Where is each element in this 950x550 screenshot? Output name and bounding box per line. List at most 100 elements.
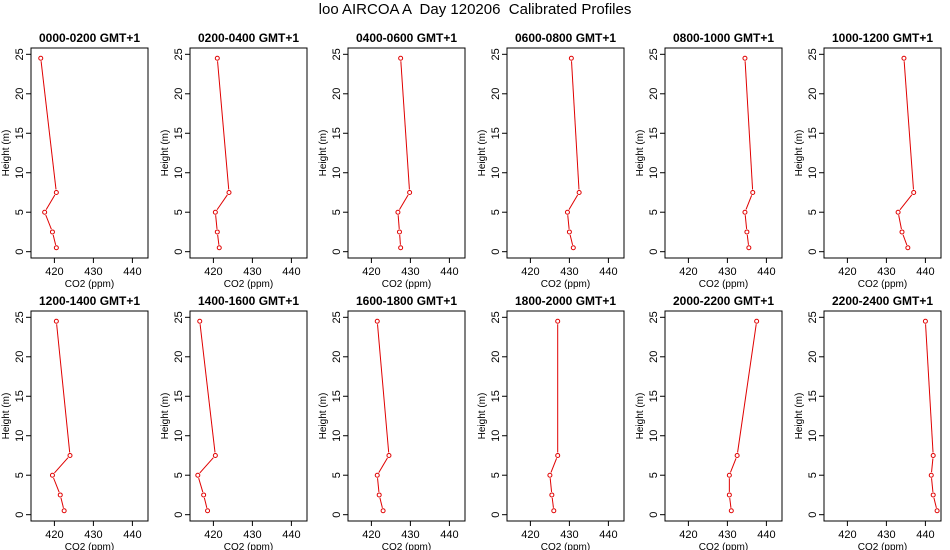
data-point bbox=[899, 229, 905, 235]
x-tick-label: 420 bbox=[679, 529, 697, 541]
profile-line-segment bbox=[399, 234, 401, 245]
profile-panel-10: 1800-2000 GMT+1 420 430 440 0 5 10 15 20 25 CO2 (p… bbox=[477, 294, 625, 550]
data-point bbox=[67, 452, 73, 458]
plot-frame bbox=[823, 310, 942, 522]
data-point bbox=[750, 189, 756, 195]
data-point bbox=[547, 472, 553, 478]
profile-line-segment bbox=[737, 324, 757, 453]
profile-line-segment bbox=[902, 234, 908, 246]
x-tick-label: 430 bbox=[877, 266, 895, 278]
y-tick-label: 15 bbox=[807, 127, 819, 139]
y-tick-label: 25 bbox=[331, 311, 343, 323]
x-tick-label: 420 bbox=[521, 529, 539, 541]
y-axis-label: Height (m) bbox=[477, 130, 488, 177]
data-point bbox=[576, 189, 582, 195]
profile-line-segment bbox=[571, 61, 580, 190]
y-tick-label: 10 bbox=[807, 167, 819, 179]
profile-line-segment bbox=[931, 478, 934, 493]
data-point bbox=[566, 229, 572, 235]
y-tick-label: 10 bbox=[173, 430, 185, 442]
panel-title: 0400-0600 GMT+1 bbox=[356, 31, 457, 45]
y-tick-label: 5 bbox=[14, 209, 26, 215]
panel-title: 0000-0200 GMT+1 bbox=[39, 31, 140, 45]
x-tick-label: 420 bbox=[45, 266, 63, 278]
data-point bbox=[386, 452, 392, 458]
y-tick-label: 10 bbox=[331, 167, 343, 179]
x-tick-label: 430 bbox=[718, 529, 736, 541]
y-tick-label: 0 bbox=[648, 512, 660, 518]
data-point bbox=[744, 229, 750, 235]
profile-line-segment bbox=[45, 194, 56, 210]
x-tick-label: 440 bbox=[757, 266, 775, 278]
y-tick-label: 15 bbox=[648, 127, 660, 139]
panel-title: 1800-2000 GMT+1 bbox=[515, 294, 616, 308]
x-tick-label: 440 bbox=[757, 529, 775, 541]
x-tick-label: 430 bbox=[560, 266, 578, 278]
panel-title: 1000-1200 GMT+1 bbox=[832, 31, 933, 45]
y-tick-label: 10 bbox=[648, 430, 660, 442]
profile-line-segment bbox=[925, 324, 934, 453]
x-tick-label: 420 bbox=[362, 266, 380, 278]
y-tick-label: 5 bbox=[173, 472, 185, 478]
data-point bbox=[195, 472, 201, 478]
y-tick-label: 20 bbox=[173, 88, 185, 100]
x-axis-label: CO2 (ppm) bbox=[224, 542, 273, 550]
x-tick-label: 440 bbox=[282, 266, 300, 278]
profile-line-segment bbox=[549, 478, 553, 493]
y-tick-label: 0 bbox=[331, 512, 343, 518]
profile-line-segment bbox=[216, 194, 228, 211]
profile-line-segment bbox=[568, 194, 579, 210]
data-point bbox=[201, 492, 207, 498]
profile-line-segment bbox=[569, 234, 574, 245]
y-tick-label: 25 bbox=[648, 311, 660, 323]
profile-line-segment bbox=[550, 458, 558, 473]
y-tick-label: 25 bbox=[173, 311, 185, 323]
data-point bbox=[901, 55, 907, 61]
data-point bbox=[754, 318, 760, 324]
x-tick-label: 440 bbox=[123, 266, 141, 278]
y-tick-label: 25 bbox=[14, 311, 26, 323]
y-tick-label: 15 bbox=[807, 390, 819, 402]
data-point bbox=[895, 209, 901, 215]
profile-line-segment bbox=[903, 61, 914, 190]
y-tick-label: 5 bbox=[807, 472, 819, 478]
profile-panel-7: 1200-1400 GMT+1 420 430 440 0 5 10 15 20 25 CO2 (p… bbox=[1, 294, 149, 550]
data-point bbox=[734, 452, 740, 458]
y-tick-label: 10 bbox=[490, 167, 502, 179]
x-axis-label: CO2 (ppm) bbox=[541, 542, 590, 550]
panel-title: 2200-2400 GMT+1 bbox=[832, 294, 933, 308]
x-tick-label: 440 bbox=[916, 529, 934, 541]
plot-frame bbox=[506, 47, 625, 259]
x-axis-label: CO2 (ppm) bbox=[382, 542, 431, 550]
profile-line-segment bbox=[203, 497, 208, 508]
y-tick-label: 0 bbox=[648, 249, 660, 255]
x-tick-label: 420 bbox=[204, 529, 222, 541]
data-point bbox=[212, 209, 218, 215]
y-tick-label: 25 bbox=[807, 48, 819, 60]
data-point bbox=[61, 508, 67, 514]
data-point bbox=[398, 55, 404, 61]
data-point bbox=[205, 508, 211, 514]
plot-frame bbox=[823, 47, 942, 259]
profile-panel-5: 0800-1000 GMT+1 420 430 440 0 5 10 15 20 25 CO2 (p… bbox=[635, 31, 783, 290]
x-tick-label: 430 bbox=[877, 529, 895, 541]
data-point bbox=[197, 318, 203, 324]
data-point bbox=[49, 472, 55, 478]
y-tick-label: 25 bbox=[648, 48, 660, 60]
y-tick-label: 25 bbox=[331, 48, 343, 60]
y-axis-label: Height (m) bbox=[1, 393, 12, 440]
y-tick-label: 25 bbox=[14, 48, 26, 60]
profile-line-segment bbox=[52, 234, 57, 245]
y-tick-label: 15 bbox=[173, 390, 185, 402]
y-tick-label: 20 bbox=[648, 351, 660, 363]
data-point bbox=[216, 245, 222, 251]
profile-line-segment bbox=[397, 215, 400, 229]
y-tick-label: 0 bbox=[490, 512, 502, 518]
profile-line-segment bbox=[378, 457, 388, 473]
profile-line-segment bbox=[744, 61, 754, 190]
y-tick-label: 15 bbox=[173, 127, 185, 139]
profile-line-segment bbox=[744, 215, 748, 230]
plot-frame bbox=[664, 47, 783, 259]
